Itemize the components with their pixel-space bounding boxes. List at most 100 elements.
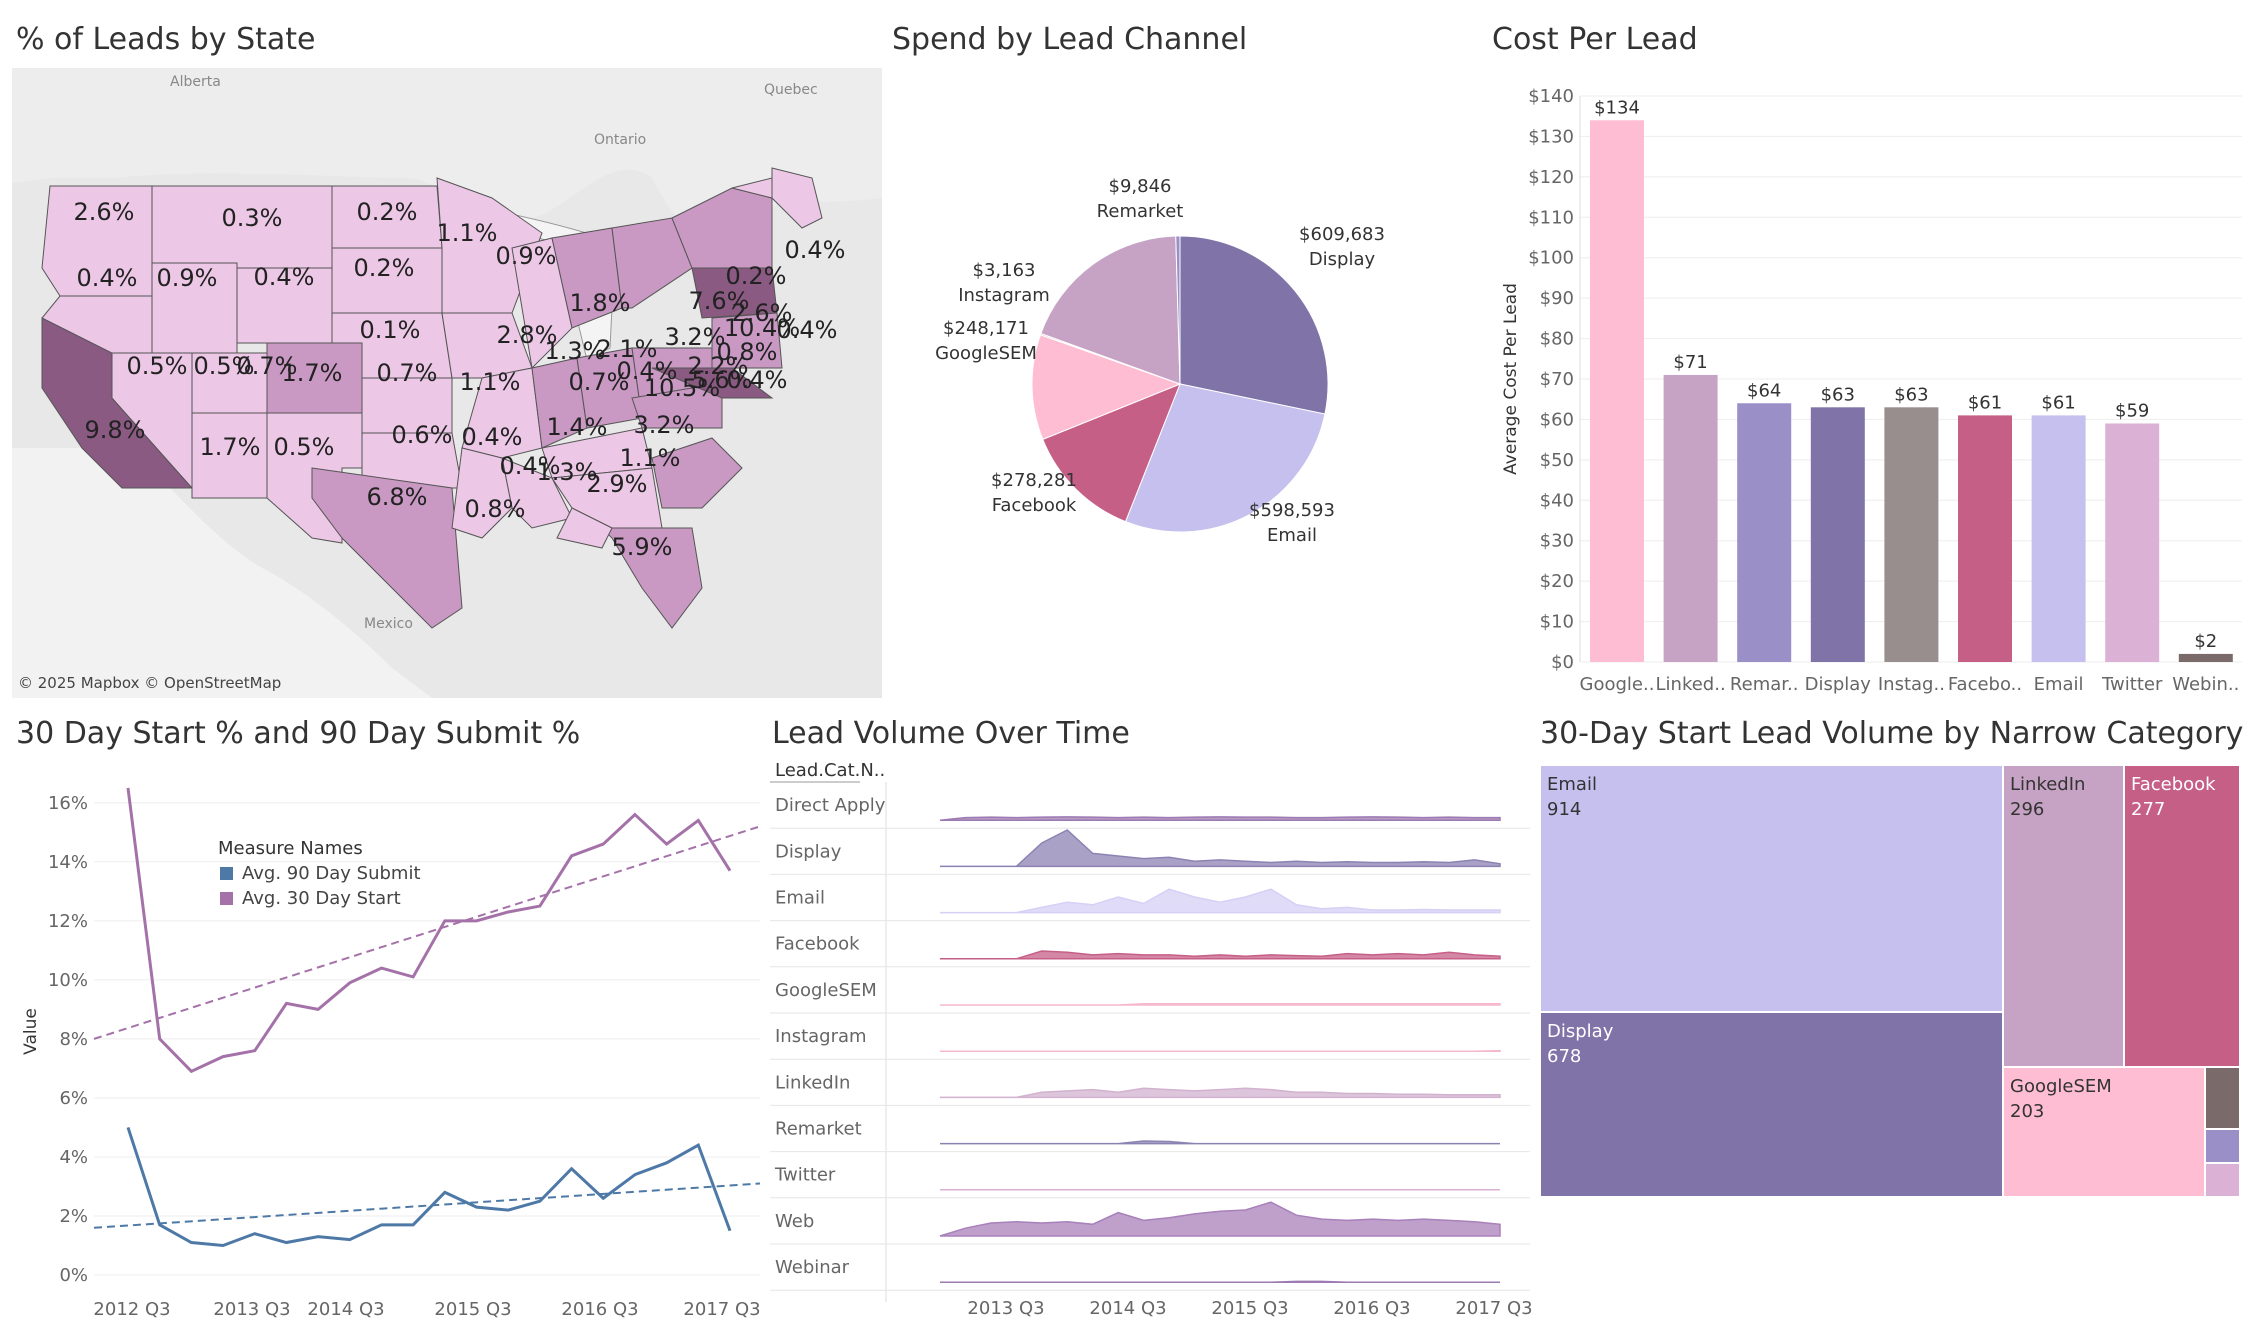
line-y-tick: 14% <box>48 852 88 873</box>
bar-value-label: $64 <box>1747 380 1781 401</box>
treemap-cell[interactable] <box>1540 765 2004 1013</box>
row-label: Instagram <box>775 1026 867 1047</box>
state-percent-label: 2.8% <box>497 321 558 349</box>
pie-slice-display[interactable] <box>1179 235 1329 415</box>
us-states-map[interactable]: 2.6% 0.3% 0.2%1.1%0.4% 0.9% 0.4% 0.2%0.1%0.9%… <box>12 68 882 698</box>
pie-slice-remarket[interactable] <box>1175 235 1181 385</box>
bar-mark[interactable] <box>2105 423 2160 662</box>
pie-slice-email[interactable] <box>1124 383 1326 533</box>
state-percent-label: 0.5% <box>127 352 188 380</box>
pie-slice-googlesem[interactable] <box>1031 334 1182 441</box>
bar-mark[interactable] <box>1590 120 1644 662</box>
bar-value-label: $63 <box>1894 384 1928 405</box>
line-x-tick: 2016 Q3 <box>561 1299 638 1320</box>
state-percent-label: 1.1% <box>620 444 681 472</box>
bar-mark[interactable] <box>2031 415 2086 662</box>
spend-pie-chart[interactable]: $609,683 Display $598,593 Email $278,281 Face… <box>890 160 1430 580</box>
row-label: Web <box>775 1211 814 1232</box>
bar-mark[interactable] <box>1958 415 2012 662</box>
state-shape[interactable] <box>451 447 513 539</box>
state-shape[interactable] <box>771 167 823 229</box>
treemap-title: 30-Day Start Lead Volume by Narrow Categ… <box>1540 716 2244 751</box>
state-percent-label: 0.4% <box>617 357 678 385</box>
bar-mark[interactable] <box>2178 653 2233 662</box>
pie-value-label: $9,846 <box>1109 176 1172 197</box>
series-line[interactable] <box>126 1126 732 1248</box>
bar-mark[interactable] <box>1663 374 1718 662</box>
state-shape[interactable] <box>651 367 774 399</box>
legend-label: Avg. 30 Day Start <box>242 888 401 909</box>
state-percent-label: 1.3% <box>545 337 606 365</box>
state-shape[interactable] <box>600 527 703 629</box>
bar-mark[interactable] <box>1884 407 1939 662</box>
volume-area[interactable] <box>940 1087 1501 1099</box>
state-percent-label: 1.7% <box>200 433 261 461</box>
state-shape[interactable] <box>556 507 613 549</box>
pie-category-label: Facebook <box>992 495 1077 516</box>
cost-per-lead-bar-chart[interactable]: $0 $10 $20 $30 $40 $50 $60 $70 $80 $90 $100 $110 $12… <box>1480 80 2244 700</box>
bar-mark[interactable] <box>1737 403 1792 662</box>
state-percent-label: 0.7% <box>377 359 438 387</box>
state-percent-label: 10.5% <box>644 374 720 402</box>
pie-value-label: $248,171 <box>943 318 1029 339</box>
line-y-tick: 6% <box>59 1088 88 1109</box>
pie-value-label: $3,163 <box>973 260 1036 281</box>
state-shape[interactable] <box>461 367 543 459</box>
state-percent-label: 1.7% <box>282 359 343 387</box>
legend-swatch <box>220 867 233 880</box>
bar-y-tick: $140 <box>1528 86 1574 107</box>
volume-x-tick: 2017 Q3 <box>1455 1298 1532 1319</box>
pie-category-label: Display <box>1309 249 1376 270</box>
treemap-cell[interactable] <box>2123 765 2240 1068</box>
volume-x-tick: 2015 Q3 <box>1211 1298 1288 1319</box>
volume-area[interactable] <box>940 888 1501 914</box>
state-percent-label: 0.2% <box>354 254 415 282</box>
state-shape[interactable] <box>711 312 783 369</box>
bar-mark[interactable] <box>1810 407 1865 662</box>
state-percent-label: 0.4% <box>785 236 846 264</box>
volume-area[interactable] <box>940 950 1501 960</box>
treemap-cell[interactable] <box>1540 1011 2004 1197</box>
treemap-cell[interactable] <box>2002 1066 2206 1197</box>
treemap-cell[interactable] <box>2204 1128 2240 1164</box>
start-submit-line-chart[interactable]: 0% 2% 4% 6% 8% 10% 12% 14% 16% Value 2012 Q3 2013 Q… <box>0 770 770 1326</box>
pie-slice-facebook[interactable] <box>1042 383 1181 523</box>
legend-label: Avg. 90 Day Submit <box>242 863 421 884</box>
state-shape[interactable] <box>311 467 463 629</box>
volume-area[interactable] <box>939 1201 1501 1237</box>
state-shape[interactable] <box>611 217 693 309</box>
state-shape[interactable] <box>631 382 723 429</box>
legend-swatch <box>220 892 233 905</box>
treemap-value: 678 <box>1547 1046 1581 1067</box>
lead-volume-area-chart[interactable]: Lead.Cat.N.. Direct Apply Display Email Face… <box>770 752 1540 1326</box>
mexico-landmass <box>12 448 432 698</box>
state-percent-label: 0.4% <box>254 263 315 291</box>
row-label: Display <box>775 841 842 862</box>
state-percent-label: 0.8% <box>717 338 778 366</box>
map-attribution: © 2025 Mapbox © OpenStreetMap <box>18 674 281 692</box>
treemap-cell[interactable] <box>2204 1066 2240 1130</box>
bar-value-label: $63 <box>1821 384 1855 405</box>
volume-area[interactable] <box>940 829 1501 868</box>
bar-category-label: Facebo.. <box>1948 674 2022 695</box>
state-percent-label: 1.3% <box>537 458 598 486</box>
treemap-cell[interactable] <box>2002 765 2125 1068</box>
state-shape[interactable] <box>651 437 743 509</box>
treemap-label: Facebook <box>2131 774 2216 795</box>
map-states: 2.6% 0.3% 0.2%1.1%0.4% 0.9% 0.4% 0.2%0.1%0.9%… <box>41 167 846 629</box>
legend-title: Measure Names <box>218 838 363 859</box>
map-place-label: Alberta <box>170 74 221 90</box>
state-percent-label: 10.4% <box>724 314 800 342</box>
row-label: Webinar <box>775 1257 850 1278</box>
state-percent-label: 1.4% <box>547 413 608 441</box>
pie-category-label: Email <box>1267 525 1317 546</box>
bar-value-label: $61 <box>2041 392 2075 413</box>
state-shape[interactable] <box>671 187 773 269</box>
volume-area[interactable] <box>939 816 1501 821</box>
treemap-cell[interactable] <box>2204 1162 2240 1197</box>
state-percent-label: 2.6% <box>74 198 135 226</box>
series-line[interactable] <box>126 787 732 1074</box>
lead-volume-treemap[interactable]: Email 914 Display 678 LinkedIn 296 Facebook 277… <box>1540 765 2240 1197</box>
pie-slice-other[interactable] <box>1040 235 1181 385</box>
line-x-tick: 2013 Q3 <box>213 1299 290 1320</box>
